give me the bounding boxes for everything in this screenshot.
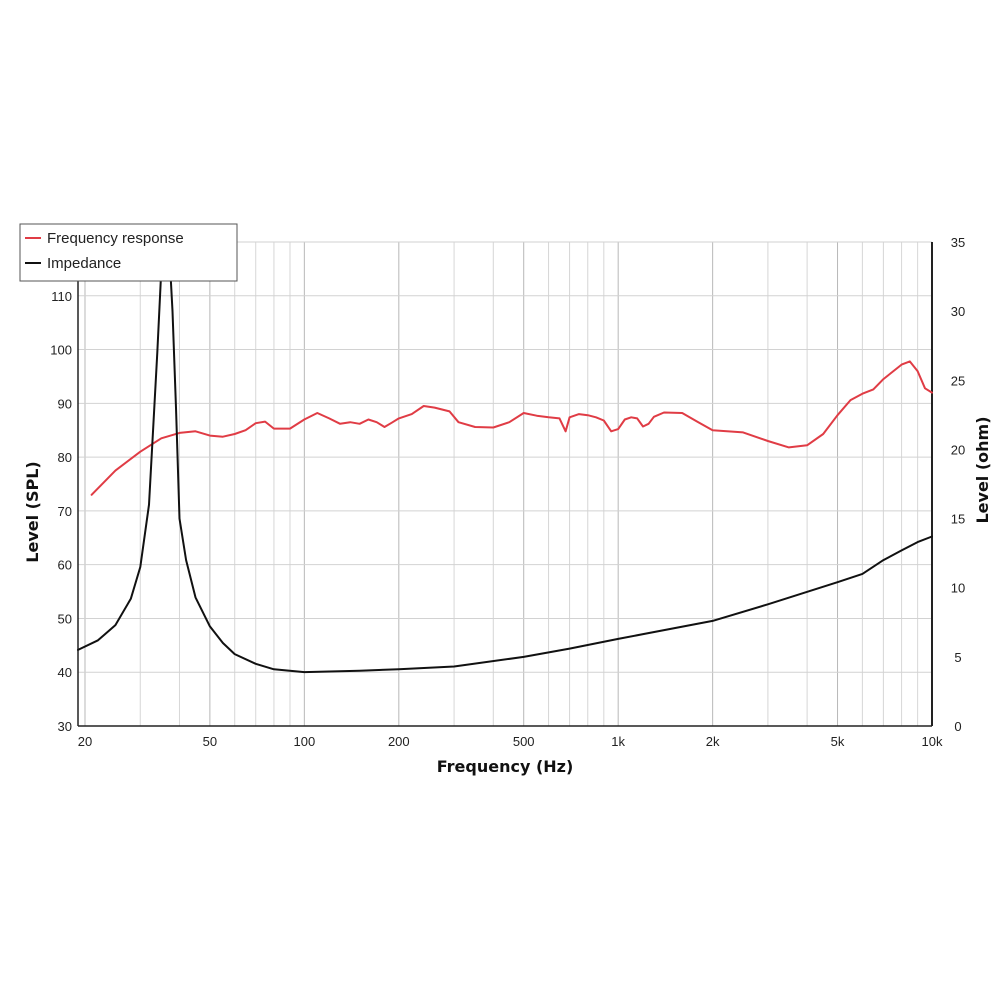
left-y-tick-label: 110 [51, 289, 72, 304]
grid [78, 241, 932, 727]
x-axis-title: Frequency (Hz) [437, 757, 574, 776]
left-y-tick-label: 80 [58, 450, 72, 465]
right-y-tick-label: 5 [954, 650, 961, 665]
left-y-tick-label: 40 [58, 665, 72, 680]
x-tick-label: 1k [611, 734, 625, 749]
left-y-tick-label: 90 [58, 396, 72, 411]
left-y-tick-label: 70 [58, 504, 72, 519]
right-y-tick-label: 20 [951, 442, 965, 457]
x-tick-label: 20 [78, 734, 92, 749]
legend: Frequency response Impedance [19, 223, 238, 282]
legend-label-impedance: Impedance [47, 255, 121, 272]
left-y-tick-label: 100 [50, 343, 72, 358]
legend-box [19, 223, 238, 282]
right-y-tick-label: 10 [951, 581, 965, 596]
right-axis-title: Level (ohm) [973, 416, 992, 523]
left-axis-tick-labels: 30405060708090100110120 [50, 235, 72, 734]
series-line-frequency-response [90, 360, 933, 496]
right-axis-tick-labels: 0 5 10 15 20 25 30 35 [951, 235, 965, 734]
right-y-tick-label: 15 [951, 512, 965, 527]
series-layer [77, 236, 933, 674]
plot-frame [77, 242, 933, 727]
left-y-tick-label: 30 [58, 719, 72, 734]
legend-label-frequency-response: Frequency response [47, 230, 184, 247]
x-tick-label: 100 [293, 734, 315, 749]
left-y-tick-label: 60 [58, 558, 72, 573]
x-tick-label: 5k [831, 734, 845, 749]
left-y-tick-label: 50 [58, 611, 72, 626]
x-tick-label: 50 [203, 734, 217, 749]
left-axis-title: Level (SPL) [23, 461, 42, 562]
x-tick-label: 2k [706, 734, 720, 749]
x-tick-label: 200 [388, 734, 410, 749]
series-line-impedance [77, 236, 933, 674]
right-y-tick-label: 0 [954, 719, 961, 734]
x-tick-label: 500 [513, 734, 535, 749]
x-tick-labels: 20 50 100 200 500 1k 2k 5k 10k [78, 734, 943, 749]
right-y-tick-label: 35 [951, 235, 965, 250]
right-y-tick-label: 25 [951, 373, 965, 388]
right-y-tick-label: 30 [951, 304, 965, 319]
x-tick-label: 10k [922, 734, 943, 749]
